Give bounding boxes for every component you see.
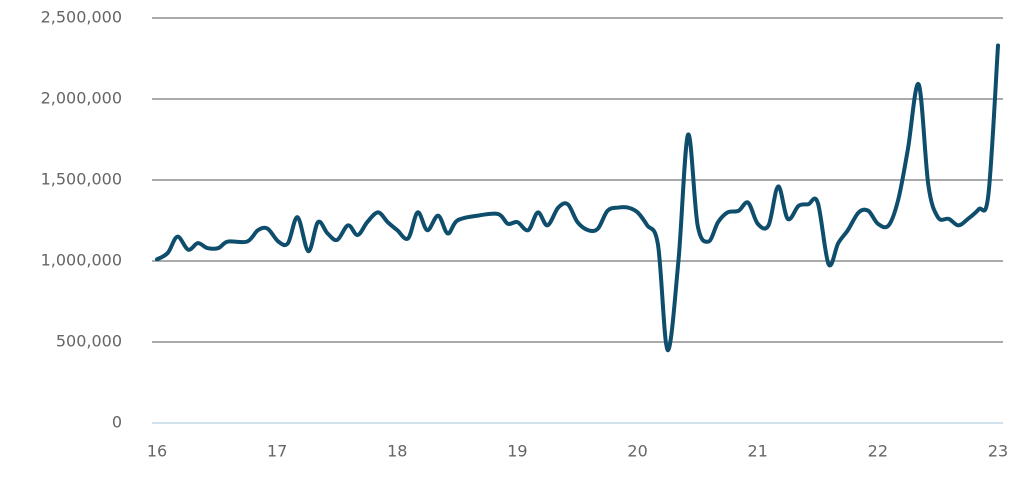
x-tick-label: 21: [748, 442, 768, 461]
x-tick-label: 22: [868, 442, 888, 461]
x-tick-label: 19: [507, 442, 527, 461]
y-tick-label: 0: [112, 413, 122, 432]
y-tick-label: 1,500,000: [41, 170, 122, 189]
line: [155, 43, 1000, 353]
x-tick-label: 18: [387, 442, 407, 461]
y-tick-label: 1,000,000: [41, 251, 122, 270]
y-tick-label: 2,000,000: [41, 89, 122, 108]
y-tick-label: 2,500,000: [41, 8, 122, 27]
x-tick-label: 17: [267, 442, 287, 461]
x-tick-label: 20: [627, 442, 647, 461]
y-tick-label: 500,000: [56, 332, 122, 351]
x-tick-label: 23: [988, 442, 1008, 461]
x-tick-label: 16: [147, 442, 167, 461]
